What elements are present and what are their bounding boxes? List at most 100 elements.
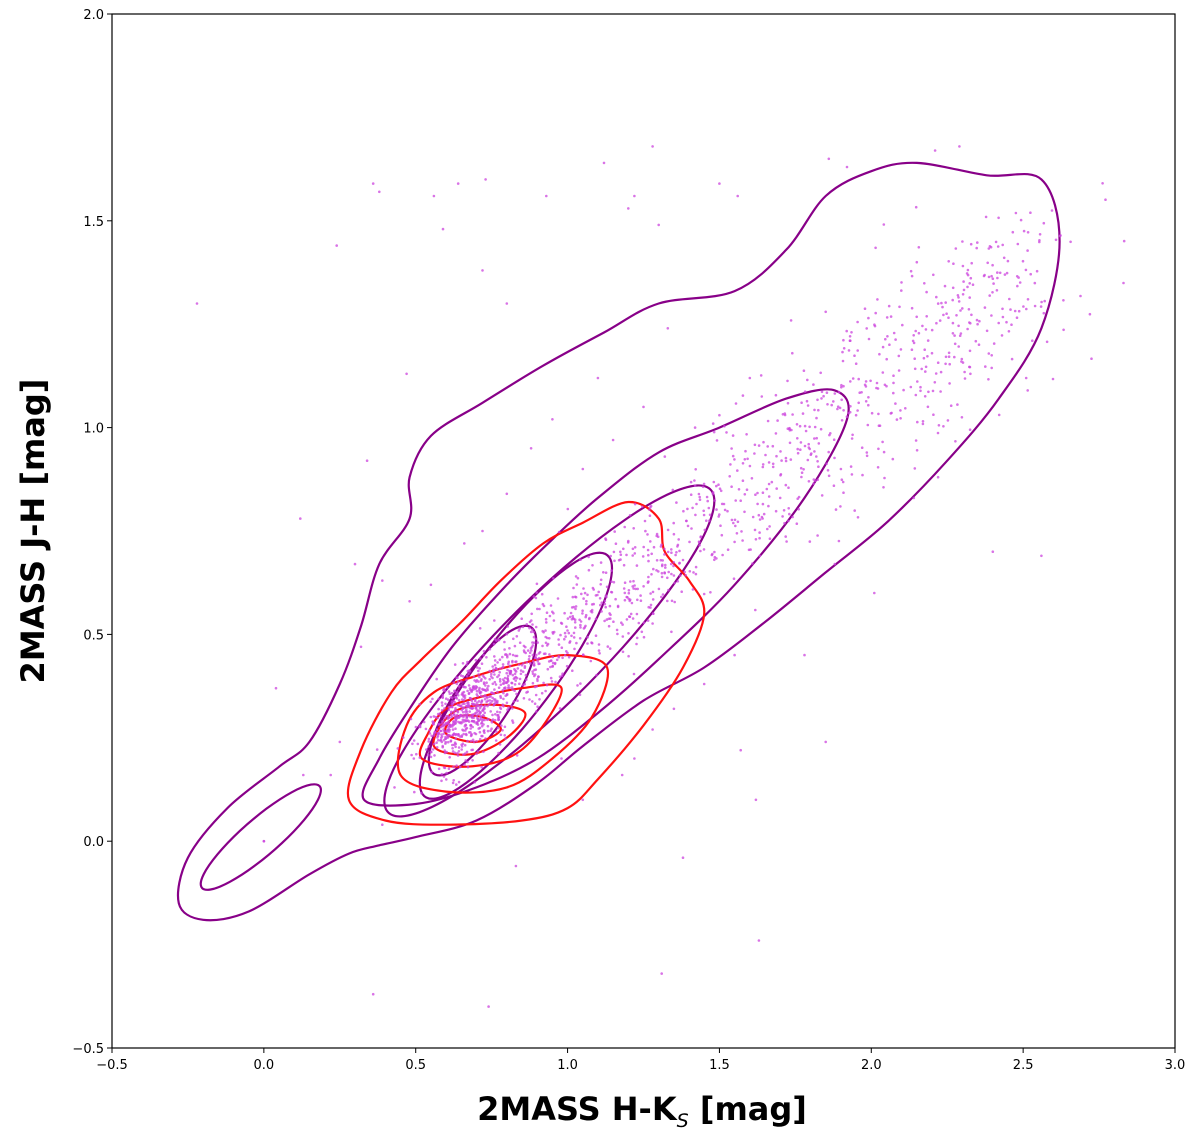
scatter-point (461, 742, 465, 745)
scatter-point (444, 697, 448, 700)
scatter-point (730, 518, 734, 522)
scatter-point (733, 518, 737, 522)
scatter-point (451, 743, 454, 747)
scatter-point (841, 359, 845, 363)
scatter-point (926, 339, 930, 342)
scatter-point (512, 700, 516, 703)
scatter-point (459, 765, 462, 769)
scatter-point (427, 740, 431, 743)
scatter-point (446, 733, 449, 737)
scatter-point (743, 493, 747, 496)
scatter-point (429, 700, 433, 704)
scatter-point (715, 508, 718, 511)
scatter-point (666, 327, 670, 330)
scatter-point (856, 516, 860, 519)
scatter-point (491, 682, 495, 686)
scatter-point (963, 377, 967, 380)
scatter-point (531, 653, 535, 657)
scatter-point (757, 444, 761, 447)
scatter-point (503, 648, 506, 651)
scatter-point (865, 451, 869, 454)
scatter-point (518, 627, 521, 630)
scatter-point (676, 545, 679, 548)
scatter-point (416, 742, 420, 746)
scatter-point (483, 697, 487, 701)
scatter-point (987, 378, 990, 381)
scatter-point (1010, 357, 1014, 361)
scatter-point (632, 579, 635, 583)
scatter-point (757, 513, 761, 517)
scatter-point (642, 585, 645, 588)
scatter-point (429, 583, 433, 587)
scatter-point (529, 662, 532, 665)
scatter-point (833, 456, 836, 460)
scatter-point (795, 423, 799, 426)
scatter-point (978, 319, 981, 323)
scatter-point (566, 629, 569, 632)
scatter-point (961, 307, 964, 310)
scatter-point (663, 455, 667, 458)
scatter-point (475, 693, 479, 696)
scatter-point (652, 545, 656, 549)
scatter-point (775, 487, 778, 490)
scatter-point (451, 728, 455, 731)
scatter-point (983, 306, 987, 309)
scatter-point (816, 534, 819, 537)
scatter-point (657, 587, 661, 591)
scatter-point (762, 440, 765, 444)
scatter-point (800, 475, 803, 479)
scatter-point (1035, 269, 1039, 273)
scatter-point (649, 504, 653, 508)
scatter-point (501, 703, 505, 706)
scatter-point (413, 790, 416, 794)
scatter-point (552, 577, 555, 580)
scatter-point (441, 744, 445, 748)
scatter-point (575, 583, 579, 586)
scatter-point (939, 390, 942, 393)
scatter-point (627, 539, 630, 543)
scatter-point (529, 647, 533, 650)
scatter-point (768, 525, 771, 528)
scatter-point (429, 715, 433, 719)
scatter-point (778, 496, 782, 500)
scatter-point (446, 736, 449, 739)
scatter-point (481, 687, 484, 691)
scatter-point (914, 329, 917, 333)
scatter-point (441, 696, 445, 700)
scatter-point (796, 497, 799, 501)
scatter-point (641, 505, 644, 509)
scatter-point (812, 383, 815, 386)
scatter-point (610, 580, 613, 583)
scatter-point (518, 677, 522, 681)
scatter-point (581, 612, 584, 615)
scatter-point (456, 710, 460, 714)
scatter-point (520, 617, 523, 620)
scatter-point (976, 322, 979, 326)
scatter-point (1007, 330, 1011, 333)
scatter-point (480, 724, 484, 728)
scatter-point (890, 411, 893, 415)
scatter-point (483, 704, 487, 707)
scatter-point (451, 747, 454, 750)
scatter-point (803, 653, 806, 657)
scatter-point (982, 274, 986, 278)
scatter-point (461, 710, 465, 714)
scatter-point (538, 607, 541, 611)
scatter-point (1014, 211, 1018, 215)
scatter-point (630, 601, 634, 605)
scatter-point (744, 449, 747, 453)
scatter-point (531, 670, 534, 673)
scatter-point (634, 587, 637, 591)
scatter-point (613, 530, 616, 533)
scatter-point (480, 662, 484, 665)
scatter-point (567, 655, 571, 659)
scatter-point (463, 763, 466, 767)
scatter-point (567, 631, 571, 635)
scatter-point (511, 673, 515, 677)
scatter-point (635, 564, 639, 567)
scatter-point (798, 424, 802, 428)
scatter-point (942, 425, 945, 428)
scatter-point (1000, 334, 1004, 337)
scatter-point (525, 623, 529, 626)
scatter-point (495, 701, 499, 704)
